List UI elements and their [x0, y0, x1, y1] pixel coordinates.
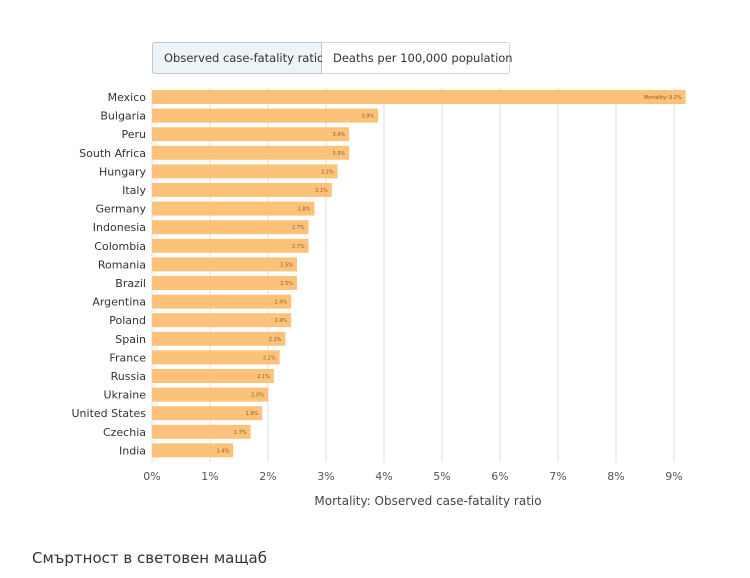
- category-label: Colombia: [94, 240, 146, 253]
- value-label: 2.7%: [292, 225, 305, 231]
- category-label: Czechia: [103, 426, 146, 439]
- category-label: Romania: [98, 258, 146, 271]
- category-label: Spain: [115, 333, 146, 346]
- value-label: 3.9%: [361, 114, 374, 120]
- x-tick-label: 0%: [143, 470, 160, 483]
- tab-deaths-per-100k[interactable]: Deaths per 100,000 population: [322, 42, 510, 74]
- bar: [152, 90, 686, 104]
- value-label: 3.1%: [315, 188, 328, 194]
- category-label: South Africa: [79, 147, 146, 160]
- x-axis-title: Mortality: Observed case-fatality ratio: [314, 494, 541, 508]
- value-label: 2.3%: [269, 337, 282, 343]
- x-tick-label: 8%: [607, 470, 624, 483]
- bar: [152, 276, 297, 290]
- x-tick-label: 5%: [433, 470, 450, 483]
- bar: [152, 332, 285, 346]
- bar: [152, 350, 280, 364]
- value-label: 2.8%: [298, 207, 311, 213]
- bar: [152, 295, 291, 309]
- bar: [152, 183, 332, 197]
- category-label: Hungary: [99, 165, 146, 178]
- value-label: 2.5%: [280, 281, 293, 287]
- category-label: Mexico: [108, 91, 147, 104]
- x-tick-label: 9%: [665, 470, 682, 483]
- x-tick-label: 1%: [201, 470, 218, 483]
- value-label: 3.4%: [332, 132, 345, 138]
- metric-tabs: Observed case-fatality ratio Deaths per …: [152, 42, 510, 74]
- bar: [152, 220, 309, 234]
- tab-case-fatality-ratio[interactable]: Observed case-fatality ratio: [152, 42, 322, 74]
- category-label: Ukraine: [104, 389, 147, 402]
- x-tick-label: 2%: [259, 470, 276, 483]
- category-label: India: [119, 444, 146, 457]
- category-label: Germany: [95, 203, 146, 216]
- category-label: France: [109, 351, 146, 364]
- value-label: 1.9%: [245, 411, 258, 417]
- bar: [152, 146, 349, 160]
- value-label: 2.7%: [292, 244, 305, 250]
- category-label: United States: [72, 407, 147, 420]
- x-tick-label: 3%: [317, 470, 334, 483]
- category-label: Poland: [109, 314, 146, 327]
- category-label: Peru: [121, 128, 146, 141]
- value-label: 2.0%: [251, 393, 264, 399]
- value-label: 3.2%: [321, 169, 334, 175]
- bar: [152, 164, 338, 178]
- bar: [152, 313, 291, 327]
- value-label: 2.5%: [280, 262, 293, 268]
- bar: [152, 239, 309, 253]
- footer-caption: Смъртност в световен мащаб: [32, 549, 267, 567]
- value-label: 3.3%: [332, 151, 345, 157]
- value-label: 1.4%: [216, 448, 229, 454]
- value-label: 1.7%: [234, 430, 247, 436]
- bar: [152, 257, 297, 271]
- value-label: 2.4%: [274, 318, 287, 324]
- value-label: Mortality: 9.2%: [644, 95, 682, 101]
- x-tick-label: 7%: [549, 470, 566, 483]
- x-tick-label: 4%: [375, 470, 392, 483]
- value-label: 2.4%: [274, 300, 287, 306]
- x-tick-label: 6%: [491, 470, 508, 483]
- bar: [152, 109, 378, 123]
- mortality-bar-chart: Mexico Mortality: 9.2% Bulgaria 3.9% Peru 3.4…: [0, 80, 750, 510]
- bar: [152, 127, 349, 141]
- category-label: Bulgaria: [100, 110, 146, 123]
- value-label: 2.1%: [257, 374, 270, 380]
- category-label: Argentina: [92, 296, 146, 309]
- category-label: Italy: [122, 184, 146, 197]
- category-label: Brazil: [115, 277, 146, 290]
- bar: [152, 202, 314, 216]
- bar: [152, 369, 274, 383]
- category-label: Russia: [111, 370, 146, 383]
- value-label: 2.2%: [263, 355, 276, 361]
- category-label: Indonesia: [93, 221, 146, 234]
